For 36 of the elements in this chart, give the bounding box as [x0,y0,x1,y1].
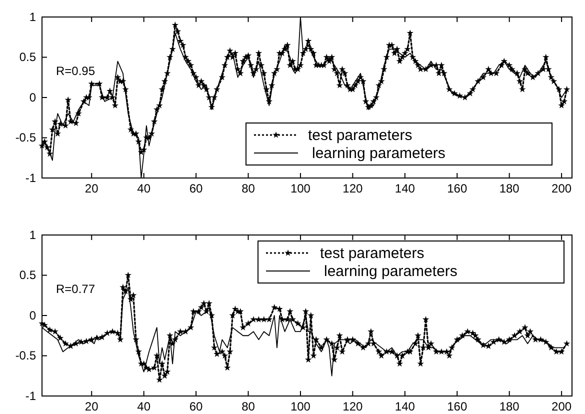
annotation: R=0.95 [56,64,96,78]
x-tick-label: 160 [447,400,468,414]
y-tick-label: 0 [29,90,36,104]
x-tick-label: 180 [499,400,520,414]
x-tick-label: 200 [552,182,572,196]
y-tick-label: 0.5 [19,50,36,64]
legend-label: test parameters [320,245,424,262]
x-tick-label: 100 [290,400,311,414]
x-tick-label: 60 [189,400,204,414]
x-tick-label: 40 [137,182,151,196]
annotation: R=0.77 [56,282,96,296]
x-tick-label: 80 [242,182,256,196]
legend-label: learning parameters [312,145,446,162]
y-tick-label: -1 [25,388,36,403]
x-tick-label: 60 [189,182,204,196]
y-tick-label: 0.5 [19,268,36,282]
x-tick-label: 20 [84,400,99,414]
x-tick-label: 160 [447,182,468,196]
y-tick-label: -0.5 [15,130,36,145]
x-tick-label: 100 [290,182,311,196]
x-tick-label: 40 [137,400,151,414]
x-tick-label: 80 [242,400,256,414]
y-tick-label: 1 [29,10,36,24]
x-tick-label: 180 [499,182,520,196]
y-tick-label: 0 [29,308,36,322]
legend-label: learning parameters [324,263,458,280]
x-tick-label: 200 [552,400,572,414]
legend-label: test parameters [308,127,412,144]
y-tick-label: 1 [29,228,36,242]
x-tick-label: 140 [394,400,416,414]
x-tick-label: 20 [84,182,99,196]
y-tick-label: -1 [25,170,36,185]
x-tick-label: 120 [342,400,364,414]
x-tick-label: 140 [394,182,416,196]
y-tick-label: -0.5 [15,348,36,363]
x-tick-label: 120 [342,182,364,196]
